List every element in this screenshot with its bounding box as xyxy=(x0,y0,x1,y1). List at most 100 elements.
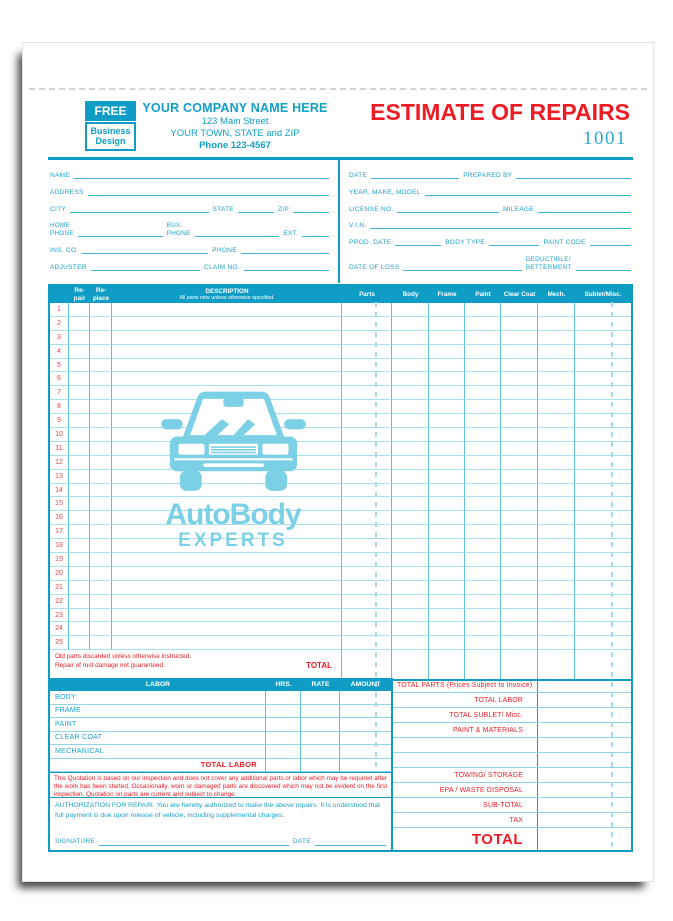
grid-cell xyxy=(465,358,501,373)
labor-cell xyxy=(266,704,301,718)
totals-label xyxy=(393,753,538,767)
grid-cell xyxy=(429,400,465,415)
grid-cell xyxy=(538,330,575,345)
field-label: CITY xyxy=(50,205,67,213)
grid-cell xyxy=(465,330,501,345)
totals-row: TAX xyxy=(393,813,631,828)
grid-cell xyxy=(538,358,575,373)
grid-cell xyxy=(465,553,501,567)
row-number: 3 xyxy=(50,330,69,345)
grid-cell xyxy=(575,525,631,540)
grid-cell xyxy=(575,386,631,401)
grid-cell xyxy=(342,372,392,387)
row-number: 11 xyxy=(50,441,69,456)
grid-cell xyxy=(429,428,465,442)
grid-cell xyxy=(575,650,631,679)
grid-cell xyxy=(90,316,112,331)
grid-cell xyxy=(392,539,429,554)
totals-label: TAX xyxy=(393,813,538,827)
bottom-section: LABOR HRS. RATE AMOUNT BODY FRAME PAINT CLEAR C… xyxy=(48,678,633,852)
grid-cell xyxy=(575,470,631,484)
totals-label: TOTAL xyxy=(393,828,538,850)
col-header-frame: Frame xyxy=(429,286,465,303)
form-field-row: ADDRESS xyxy=(50,189,329,196)
grid-cell xyxy=(392,497,429,512)
grid-cell xyxy=(575,331,631,345)
field-label: ADDRESS xyxy=(50,188,84,196)
grid-cell xyxy=(342,608,392,623)
labor-cell xyxy=(301,691,340,705)
write-in-line xyxy=(240,252,329,255)
grid-cell xyxy=(429,594,465,609)
labor-cell xyxy=(301,718,340,732)
grid-cell xyxy=(465,441,501,456)
grid-cell xyxy=(575,609,631,623)
vehicle-info-column: DATE PREPARED BY YEAR, MAKE, MODEL LICENSE … xyxy=(340,160,633,283)
grid-cell xyxy=(112,344,342,359)
field-label: ADJUSTER xyxy=(50,264,87,272)
grid-cell xyxy=(429,455,465,470)
totals-row xyxy=(393,738,631,753)
field-label: BUS. PHONE xyxy=(167,222,191,237)
form-field-row: NAME xyxy=(50,172,329,179)
write-in-line xyxy=(70,211,209,213)
grid-cell xyxy=(501,358,538,373)
row-number: 13 xyxy=(50,469,69,484)
col-header-row-number xyxy=(50,286,69,303)
totals-panel: TOTAL PARTS (Prices Subject to Invoice) T… xyxy=(393,678,631,850)
write-in-line xyxy=(370,227,631,230)
grid-cell xyxy=(429,497,465,512)
grid-cell xyxy=(392,511,429,526)
totals-label: TOWING/ STORAGE xyxy=(393,768,538,782)
row-number: 22 xyxy=(50,594,69,609)
grid-cell xyxy=(69,414,90,429)
grid-cell xyxy=(342,580,392,595)
grid-cell xyxy=(465,636,501,651)
company-name: YOUR COMPANY NAME HERE xyxy=(142,101,328,115)
grid-cell xyxy=(429,539,465,554)
grid-cell xyxy=(69,455,90,470)
grid-cell xyxy=(538,414,575,429)
grid-cell xyxy=(69,358,90,373)
grid-cell xyxy=(501,428,538,442)
grid-cell xyxy=(501,511,538,526)
grid-cell xyxy=(69,566,90,581)
labor-header-hrs: HRS. xyxy=(266,678,301,691)
grid-cell xyxy=(575,484,631,498)
grid-cell xyxy=(69,483,90,498)
grid-cell xyxy=(465,414,501,429)
grid-cell xyxy=(538,441,575,456)
grid-cell xyxy=(501,441,538,456)
write-in-line xyxy=(302,235,329,238)
grid-cell xyxy=(69,428,90,442)
parts-table: Re- pair Re- place DESCRIPTION All parts… xyxy=(48,284,633,682)
grid-cell xyxy=(501,608,538,623)
grid-cell xyxy=(465,497,501,512)
grid-cell xyxy=(112,455,342,470)
row-number: 19 xyxy=(50,553,69,567)
grid-cell xyxy=(342,414,392,429)
row-number: 18 xyxy=(50,539,69,554)
field-label: STATE xyxy=(212,205,234,213)
totals-row: TOTAL xyxy=(393,828,631,850)
row-number: 20 xyxy=(50,566,69,581)
field-label: ZIP xyxy=(277,205,289,213)
grid-cell xyxy=(392,400,429,415)
grid-cell xyxy=(342,636,392,651)
grid-cell xyxy=(538,553,575,567)
grid-cell xyxy=(342,650,392,680)
grid-cell xyxy=(392,650,429,680)
form-field-row: DATE PREPARED BY xyxy=(349,172,631,179)
grid-cell xyxy=(501,594,538,609)
grid-cell xyxy=(90,441,112,456)
totals-row: TOTAL LABOR xyxy=(393,693,631,708)
write-in-line xyxy=(589,244,631,247)
grid-cell xyxy=(538,580,575,595)
grid-cell xyxy=(501,483,538,498)
grid-cell xyxy=(392,386,429,401)
totals-amount-box xyxy=(538,828,631,850)
field-label: HOME PHONE xyxy=(50,222,74,237)
grid-cell xyxy=(538,636,575,651)
grid-cell xyxy=(90,483,112,498)
grid-cell xyxy=(575,303,631,317)
